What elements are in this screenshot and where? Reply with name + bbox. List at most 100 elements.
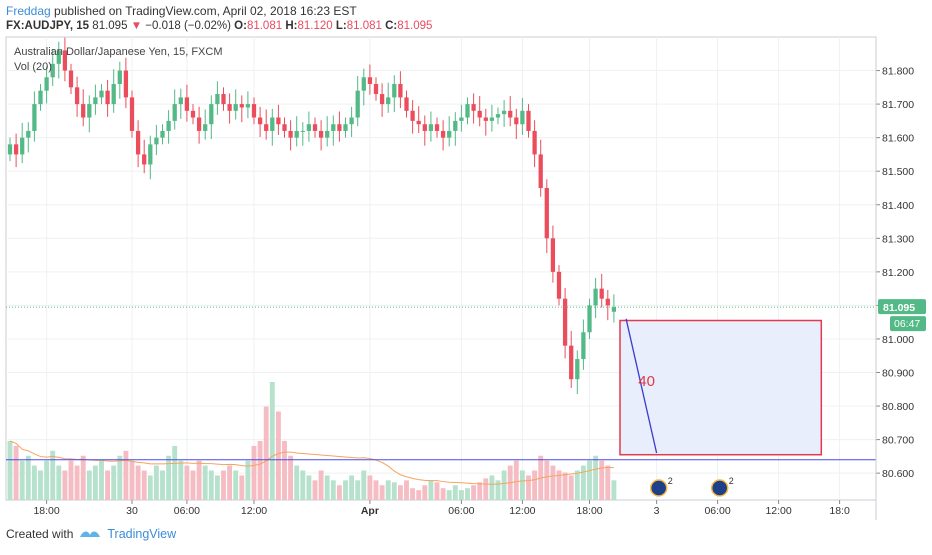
candle-body bbox=[62, 50, 68, 71]
volume-bar bbox=[160, 470, 165, 500]
candle-body bbox=[251, 104, 257, 118]
volume-bar bbox=[324, 475, 330, 500]
instrument-title: Australian Dollar/Japanese Yen, 15, FXCM bbox=[14, 46, 223, 58]
volume-bar bbox=[422, 485, 428, 500]
candle-body bbox=[440, 130, 446, 138]
candle-body bbox=[471, 104, 476, 111]
candle-body bbox=[215, 94, 220, 105]
candle-body bbox=[386, 97, 391, 105]
volume-bar bbox=[452, 485, 458, 500]
candle-body bbox=[135, 130, 141, 155]
volume-bar bbox=[202, 465, 208, 500]
countdown-value: 06:47 bbox=[894, 318, 920, 330]
candle-body bbox=[209, 104, 214, 125]
candle-body bbox=[99, 90, 104, 98]
volume-bar bbox=[513, 460, 519, 500]
candle-body bbox=[300, 130, 305, 132]
change-arrow-icon: ▼ bbox=[130, 20, 143, 32]
event-flag-icon[interactable] bbox=[710, 479, 729, 497]
candle-body bbox=[233, 104, 238, 111]
volume-bar bbox=[495, 480, 501, 500]
candle-body bbox=[532, 130, 537, 155]
volume-bar bbox=[196, 460, 202, 500]
volume-bar bbox=[282, 441, 287, 500]
x-tick-label: 06:00 bbox=[704, 505, 730, 517]
candle-body bbox=[318, 130, 324, 138]
candle-body bbox=[422, 124, 427, 131]
candle-body bbox=[483, 117, 488, 121]
candle-body bbox=[56, 50, 61, 64]
candle-body bbox=[111, 83, 116, 105]
volume-bar bbox=[92, 465, 98, 500]
candle-body bbox=[44, 77, 49, 91]
volume-bar bbox=[214, 475, 220, 500]
candle-body bbox=[227, 104, 232, 111]
candle-body bbox=[379, 94, 385, 105]
y-tick-label: 80.600 bbox=[882, 468, 914, 480]
candle-body bbox=[392, 83, 397, 98]
volume-bar bbox=[416, 490, 422, 500]
y-tick-label: 80.900 bbox=[882, 368, 914, 380]
tradingview-brand-link[interactable]: TradingView bbox=[107, 527, 177, 541]
countdown-badge bbox=[890, 316, 926, 332]
open-value: 81.081 bbox=[246, 20, 283, 32]
event-flag-icon[interactable] bbox=[649, 479, 668, 497]
candle-body bbox=[575, 359, 580, 380]
annotation-label: 40 bbox=[638, 373, 655, 390]
x-tick-label: 06:00 bbox=[174, 505, 200, 517]
candle-body bbox=[20, 137, 25, 155]
volume-bar bbox=[471, 485, 477, 500]
candle-body bbox=[325, 130, 330, 138]
volume-bar bbox=[294, 465, 300, 500]
volume-bar bbox=[568, 475, 574, 500]
candle-body bbox=[160, 130, 165, 138]
volume-bar bbox=[385, 480, 391, 500]
candle-body bbox=[514, 117, 519, 125]
published-text: published on TradingView.com, April 02, … bbox=[54, 4, 357, 18]
volume-bar bbox=[404, 480, 409, 500]
candle-body bbox=[428, 124, 434, 131]
candle-body bbox=[611, 307, 617, 312]
created-with-text: Created with bbox=[6, 527, 74, 541]
x-tick-label: 30 bbox=[126, 505, 138, 517]
candle-body bbox=[38, 90, 43, 105]
symbol-line: FX:AUDJPY, 15 81.095 ▼ −0.018 (−0.02%) O… bbox=[6, 20, 432, 32]
trend-line[interactable] bbox=[625, 318, 658, 454]
candle-body bbox=[203, 124, 208, 131]
candle-body bbox=[123, 70, 129, 98]
candle-body bbox=[349, 117, 354, 125]
candle-body bbox=[520, 110, 525, 125]
publish-line: Freddag published on TradingView.com, Ap… bbox=[6, 4, 357, 18]
volume-bar bbox=[306, 475, 312, 500]
volume-bar bbox=[166, 455, 172, 500]
open-label: O: bbox=[234, 20, 247, 32]
candle-body bbox=[270, 117, 275, 131]
volume-bar bbox=[13, 445, 19, 500]
price-badge-value: 81.095 bbox=[883, 302, 915, 314]
candle-body bbox=[587, 305, 592, 333]
candle-body bbox=[599, 288, 604, 299]
candle-body bbox=[50, 63, 55, 78]
candle-body bbox=[434, 124, 440, 131]
volume-legend: Vol (20) bbox=[14, 61, 52, 73]
volume-bar bbox=[526, 475, 531, 500]
x-tick-label: 18:00 bbox=[33, 505, 59, 517]
author-link[interactable]: Freddag bbox=[6, 4, 51, 18]
candle-body bbox=[312, 124, 318, 131]
volume-bar bbox=[7, 441, 13, 500]
volume-bar bbox=[190, 470, 196, 500]
volume-bar bbox=[68, 460, 74, 500]
target-box[interactable] bbox=[619, 319, 823, 456]
candle-body bbox=[465, 104, 470, 118]
volume-bar bbox=[300, 470, 306, 500]
candle-body bbox=[331, 124, 336, 131]
volume-bar bbox=[221, 470, 226, 500]
candle-body bbox=[294, 130, 299, 138]
volume-bar bbox=[56, 465, 62, 500]
y-tick-label: 80.700 bbox=[882, 435, 914, 447]
volume-bar bbox=[599, 460, 605, 500]
candle-body bbox=[459, 117, 464, 121]
volume-bar bbox=[574, 470, 580, 500]
